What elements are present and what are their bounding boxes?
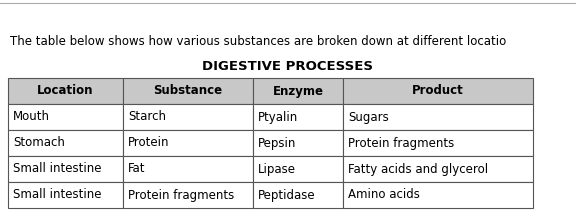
Bar xyxy=(8,78,123,104)
Text: Protein fragments: Protein fragments xyxy=(128,189,234,202)
Text: Substance: Substance xyxy=(153,84,222,97)
Bar xyxy=(8,104,123,130)
Text: Protein fragments: Protein fragments xyxy=(348,136,454,150)
Text: Small intestine: Small intestine xyxy=(13,163,101,176)
Text: Ptyalin: Ptyalin xyxy=(258,110,298,123)
Bar xyxy=(123,104,253,130)
Bar xyxy=(343,104,533,130)
Text: Product: Product xyxy=(412,84,464,97)
Text: Location: Location xyxy=(37,84,94,97)
Bar xyxy=(343,130,533,156)
Text: Amino acids: Amino acids xyxy=(348,189,420,202)
Bar xyxy=(343,78,533,104)
Text: Small intestine: Small intestine xyxy=(13,189,101,202)
Bar xyxy=(8,130,123,156)
Bar xyxy=(253,182,343,208)
Bar xyxy=(253,156,343,182)
Text: Mouth: Mouth xyxy=(13,110,50,123)
Bar xyxy=(253,130,343,156)
Bar xyxy=(123,130,253,156)
Bar xyxy=(343,156,533,182)
Bar xyxy=(123,156,253,182)
Text: Pepsin: Pepsin xyxy=(258,136,297,150)
Bar xyxy=(253,78,343,104)
Text: Lipase: Lipase xyxy=(258,163,296,176)
Bar xyxy=(253,104,343,130)
Text: DIGESTIVE PROCESSES: DIGESTIVE PROCESSES xyxy=(203,60,373,73)
Text: Peptidase: Peptidase xyxy=(258,189,316,202)
Text: Starch: Starch xyxy=(128,110,166,123)
Bar xyxy=(123,182,253,208)
Text: The table below shows how various substances are broken down at different locati: The table below shows how various substa… xyxy=(10,35,506,48)
Bar xyxy=(8,182,123,208)
Text: Fat: Fat xyxy=(128,163,146,176)
Text: Fatty acids and glycerol: Fatty acids and glycerol xyxy=(348,163,488,176)
Bar xyxy=(8,156,123,182)
Text: Protein: Protein xyxy=(128,136,169,150)
Text: Stomach: Stomach xyxy=(13,136,65,150)
Bar xyxy=(123,78,253,104)
Text: Enzyme: Enzyme xyxy=(272,84,324,97)
Bar xyxy=(343,182,533,208)
Text: Sugars: Sugars xyxy=(348,110,389,123)
